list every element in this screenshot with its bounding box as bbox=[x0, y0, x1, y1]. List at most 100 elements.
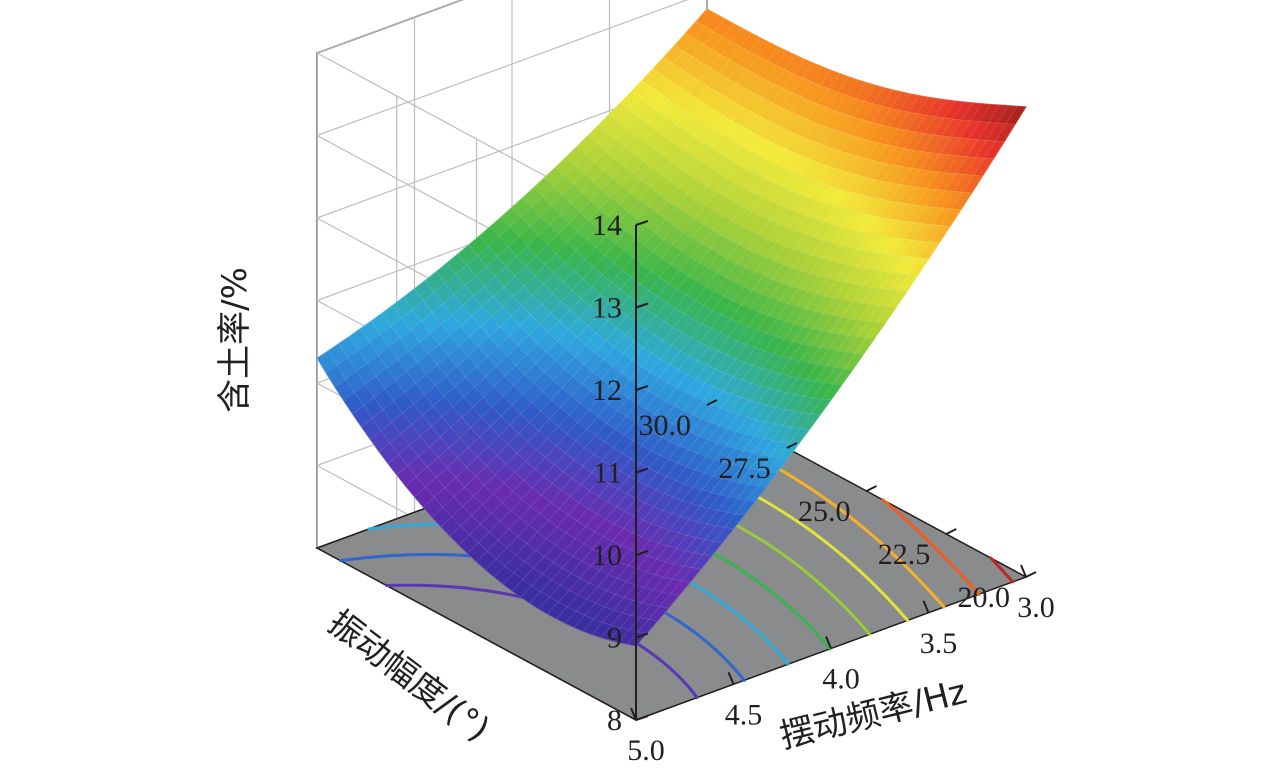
y-tick bbox=[866, 485, 877, 492]
x-tick bbox=[1020, 564, 1027, 578]
mesh-line bbox=[529, 95, 920, 604]
z-tick-label: 11 bbox=[593, 457, 622, 490]
mesh-line bbox=[338, 343, 658, 622]
mesh-line bbox=[538, 97, 929, 609]
mesh-line bbox=[414, 288, 734, 530]
x-tick bbox=[727, 671, 735, 685]
x-tick-label: 4.5 bbox=[725, 698, 763, 731]
mesh-line bbox=[493, 87, 885, 578]
mesh-line bbox=[706, 8, 1027, 108]
mesh-line bbox=[403, 296, 723, 543]
mesh-line bbox=[663, 56, 983, 177]
mesh-line bbox=[641, 80, 962, 211]
mesh-line bbox=[685, 33, 1005, 142]
mesh-line bbox=[533, 187, 853, 370]
mesh-line bbox=[502, 89, 894, 585]
mesh-line bbox=[576, 146, 897, 308]
mesh-line bbox=[544, 177, 864, 355]
z-tick-label: 13 bbox=[592, 292, 622, 325]
x-tick-label: 3.0 bbox=[1017, 591, 1055, 624]
mesh-line bbox=[591, 103, 982, 635]
mesh-line bbox=[361, 32, 752, 428]
z-tick bbox=[635, 550, 649, 556]
z-tick-label: 14 bbox=[592, 209, 622, 242]
z-tick bbox=[635, 467, 649, 474]
mesh-line bbox=[468, 244, 788, 459]
mesh-line bbox=[511, 207, 832, 401]
mesh-line bbox=[565, 156, 886, 324]
mesh-line bbox=[547, 98, 938, 615]
mesh-line bbox=[352, 28, 743, 415]
mesh-line bbox=[582, 102, 974, 632]
x-axis-label: 摆动频率/Hz bbox=[776, 672, 971, 757]
x-tick-label: 3.5 bbox=[920, 627, 958, 660]
mesh-line bbox=[425, 280, 745, 516]
mesh-line bbox=[325, 13, 717, 373]
mesh-line bbox=[598, 124, 918, 276]
z-tick bbox=[635, 220, 649, 226]
z-tick-label: 12 bbox=[592, 374, 622, 407]
mesh-line bbox=[446, 262, 767, 488]
mesh-line bbox=[316, 358, 637, 647]
mesh-line bbox=[405, 54, 796, 487]
mesh-line bbox=[476, 82, 867, 563]
mesh-line bbox=[500, 216, 821, 416]
mesh-line bbox=[609, 113, 929, 260]
mesh-line bbox=[467, 79, 858, 554]
mesh-line bbox=[316, 8, 708, 359]
z-tick bbox=[635, 302, 649, 309]
mesh-line bbox=[378, 42, 770, 452]
y-tick bbox=[786, 442, 798, 449]
mesh-line bbox=[334, 18, 725, 388]
mesh-line bbox=[485, 85, 876, 570]
mesh-line bbox=[327, 350, 647, 634]
z-tick-label: 10 bbox=[592, 539, 622, 572]
x-tick-label: 4.0 bbox=[822, 663, 860, 696]
mesh-line bbox=[435, 271, 756, 502]
y-tick bbox=[1025, 571, 1037, 578]
z-axis-label: 含土率/% bbox=[215, 267, 255, 413]
contour-line bbox=[989, 556, 1015, 584]
mesh-line bbox=[396, 50, 788, 476]
mesh-line bbox=[511, 91, 903, 592]
mesh-line bbox=[381, 313, 702, 570]
mesh-line bbox=[620, 102, 940, 244]
x-tick-label: 5.0 bbox=[627, 734, 665, 767]
y-tick-label: 27.5 bbox=[718, 452, 771, 485]
mesh-line bbox=[555, 167, 875, 340]
mesh-line bbox=[479, 235, 799, 445]
mesh-line bbox=[349, 336, 669, 609]
z-tick bbox=[635, 632, 649, 639]
mesh-line bbox=[370, 37, 761, 440]
mesh-line bbox=[423, 62, 814, 508]
z-tick-label: 9 bbox=[607, 622, 622, 655]
y-tick bbox=[706, 399, 718, 406]
mesh-line bbox=[360, 328, 680, 596]
mesh-line bbox=[457, 253, 777, 474]
chart-axes: 8 9 10 11 12 13 14 3.0 3.5 4.0 4.5 5.0 20.0 22.5 25.0 2… bbox=[592, 209, 1055, 767]
y-tick-label: 22.5 bbox=[878, 538, 931, 571]
mesh-line bbox=[631, 91, 951, 227]
mesh-line bbox=[414, 58, 805, 498]
response-surface bbox=[316, 8, 1027, 647]
mesh-line bbox=[573, 101, 965, 628]
mesh-line bbox=[458, 76, 850, 546]
mesh-line bbox=[449, 73, 841, 537]
mesh-line bbox=[674, 45, 994, 160]
x-tick bbox=[922, 600, 930, 614]
x-tick bbox=[825, 636, 832, 649]
mesh-line bbox=[490, 226, 810, 430]
y-tick bbox=[945, 528, 957, 535]
z-tick-label: 8 bbox=[607, 704, 622, 737]
contour-line bbox=[881, 498, 981, 596]
y-tick-label: 25.0 bbox=[798, 495, 851, 528]
mesh-line bbox=[564, 100, 956, 624]
z-tick bbox=[635, 715, 649, 721]
mesh-line bbox=[626, 106, 1018, 645]
mesh-line bbox=[520, 93, 912, 598]
mesh-line bbox=[522, 197, 842, 386]
mesh-line bbox=[431, 66, 823, 518]
x-tick bbox=[630, 707, 637, 721]
mesh-line bbox=[652, 68, 972, 194]
